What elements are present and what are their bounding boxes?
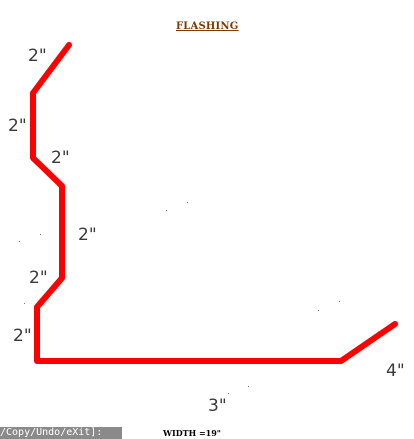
segment-7-label: 3"	[208, 396, 227, 416]
drafting-speck	[187, 202, 188, 203]
segment-4-label: 2"	[78, 225, 97, 245]
drafting-speck	[228, 393, 229, 394]
drafting-speck	[318, 310, 319, 311]
drafting-speck	[19, 241, 20, 242]
segment-3-label: 2"	[51, 148, 70, 168]
drafting-speck	[40, 234, 41, 235]
segment-6-label: 2"	[13, 326, 32, 346]
drafting-speck	[248, 386, 249, 387]
segment-8-label: 4"	[386, 361, 405, 381]
segment-5-label: 2"	[29, 268, 48, 288]
drafting-speck	[166, 210, 167, 211]
total-width-label: WIDTH =19"	[163, 428, 221, 438]
segment-1-label: 2"	[28, 46, 47, 66]
segment-2-label: 2"	[8, 116, 27, 136]
drawing-title: FLASHING	[176, 21, 239, 32]
drafting-speck	[24, 303, 25, 304]
flashing-profile-line	[30, 42, 398, 364]
drafting-speck	[339, 301, 340, 302]
command-prompt[interactable]: /Copy/Undo/eXit]:	[0, 427, 122, 439]
